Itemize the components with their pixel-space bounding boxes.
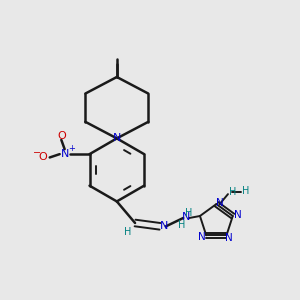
Text: N: N [112, 134, 121, 143]
Text: H: H [229, 188, 236, 197]
Text: H: H [124, 227, 131, 237]
Text: O: O [57, 131, 66, 141]
Text: H: H [184, 208, 192, 218]
Text: O: O [39, 152, 47, 163]
Text: H: H [242, 187, 249, 196]
Text: N: N [217, 198, 224, 208]
Text: N: N [233, 210, 241, 220]
Text: H: H [178, 220, 185, 230]
Text: N: N [61, 149, 69, 159]
Text: N: N [198, 232, 206, 242]
Text: N: N [225, 233, 233, 243]
Text: N: N [160, 221, 169, 231]
Text: N: N [182, 212, 191, 222]
Text: −: − [33, 148, 41, 158]
Text: +: + [68, 144, 75, 153]
